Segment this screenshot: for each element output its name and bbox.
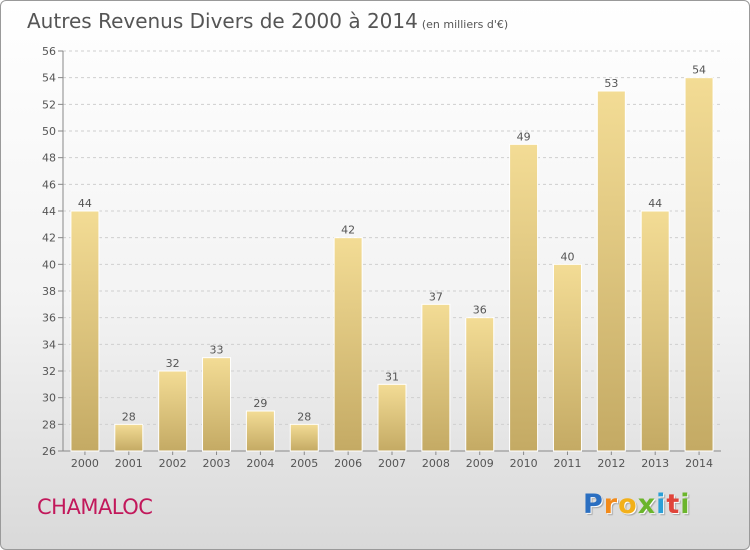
y-tick-label: 40	[42, 258, 56, 271]
data-label-2006: 42	[341, 224, 355, 237]
data-label-2001: 28	[122, 410, 136, 423]
data-label-2000: 44	[78, 197, 92, 210]
y-tick-label: 30	[42, 392, 56, 405]
data-label-2009: 36	[473, 304, 487, 317]
chart-unit-label: (en milliers d'€)	[421, 18, 509, 31]
data-label-2011: 40	[560, 250, 574, 263]
y-tick-label: 54	[42, 72, 56, 85]
data-label-2012: 53	[604, 77, 618, 90]
data-label-2008: 37	[429, 290, 443, 303]
bars	[70, 77, 714, 452]
y-tick-label: 38	[42, 285, 56, 298]
x-tick-label-2007: 2007	[378, 457, 406, 470]
proxiti-logo: Proxiti	[583, 489, 691, 520]
bar-2001	[114, 423, 144, 452]
bar-2010	[509, 143, 539, 452]
data-label-2010: 49	[517, 130, 531, 143]
y-tick-label: 56	[42, 45, 56, 58]
y-tick-label: 46	[42, 178, 56, 191]
data-label-2004: 29	[253, 397, 267, 410]
y-tick-label: 44	[42, 205, 56, 218]
logo-letter: i	[680, 489, 691, 520]
x-tick-label-2008: 2008	[422, 457, 450, 470]
chart-title-text: Autres Revenus Divers de 2000 à 2014	[27, 9, 418, 33]
y-tick-label: 50	[42, 125, 56, 138]
bar-2006	[333, 237, 363, 452]
x-tick-label-2009: 2009	[466, 457, 494, 470]
bar-2003	[202, 357, 232, 452]
x-tick-label-2012: 2012	[597, 457, 625, 470]
data-label-2007: 31	[385, 370, 399, 383]
x-tick-label-2010: 2010	[510, 457, 538, 470]
x-tick-label-2005: 2005	[290, 457, 318, 470]
y-tick-label: 42	[42, 232, 56, 245]
data-label-2013: 44	[648, 197, 662, 210]
data-label-2003: 33	[210, 344, 224, 357]
bar-2000	[70, 210, 100, 452]
x-tick-label-2014: 2014	[685, 457, 713, 470]
bar-2014	[684, 77, 714, 452]
bar-2002	[158, 370, 188, 452]
logo-letter: x	[637, 489, 657, 520]
x-tick-label-2001: 2001	[115, 457, 143, 470]
bar-2007	[377, 383, 407, 452]
x-tick-label-2013: 2013	[641, 457, 669, 470]
x-tick-label-2004: 2004	[246, 457, 274, 470]
x-tick-label-2011: 2011	[553, 457, 581, 470]
y-tick-label: 34	[42, 338, 56, 351]
x-tick-label-2006: 2006	[334, 457, 362, 470]
bar-2011	[552, 263, 582, 452]
bar-2013	[640, 210, 670, 452]
x-tick-label-2002: 2002	[159, 457, 187, 470]
logo-letter: t	[666, 489, 681, 520]
logo-letter: i	[656, 489, 667, 520]
commune-name: CHAMALOC	[37, 495, 153, 519]
y-tick-label: 28	[42, 418, 56, 431]
logo-letter: P	[583, 489, 604, 520]
chart-title: Autres Revenus Divers de 2000 à 2014 (en …	[27, 9, 508, 33]
y-tick-label: 48	[42, 152, 56, 165]
bar-2008	[421, 303, 451, 452]
bar-2012	[596, 90, 626, 452]
data-label-2002: 32	[166, 357, 180, 370]
y-tick-label: 26	[42, 445, 56, 458]
data-label-2005: 28	[297, 410, 311, 423]
logo-letter: o	[618, 489, 638, 520]
bar-2005	[289, 423, 319, 452]
bar-2004	[245, 410, 275, 452]
data-labels: 44 28 32 33 29 28 42 31 37 36 49 40 53 44 54	[78, 64, 706, 424]
data-label-2014: 54	[692, 64, 706, 77]
bar-2009	[465, 317, 495, 452]
y-tick-label: 32	[42, 365, 56, 378]
x-tick-label-2003: 2003	[203, 457, 231, 470]
y-tick-label: 52	[42, 98, 56, 111]
y-tick-label: 36	[42, 312, 56, 325]
logo-letter: r	[603, 489, 619, 520]
x-tick-label-2000: 2000	[71, 457, 99, 470]
